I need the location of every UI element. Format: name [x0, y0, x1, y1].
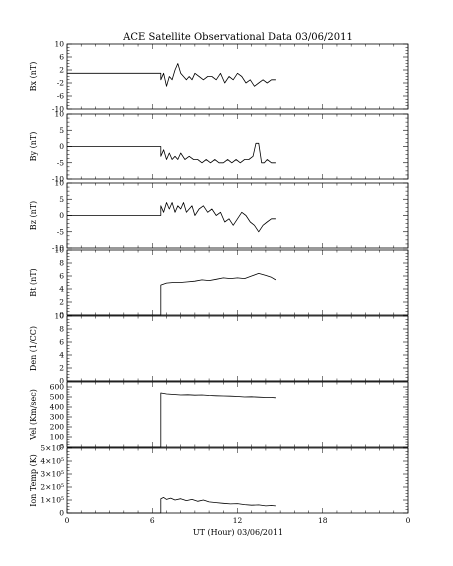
y-tick-label: -10 [52, 105, 64, 114]
y-tick-label: 8 [59, 259, 64, 268]
y-tick-label: 300 [50, 413, 65, 422]
y-tick-label: 3×10⁵ [40, 470, 64, 479]
series-line [67, 392, 276, 448]
series-line [67, 63, 276, 87]
y-tick-label: 10 [54, 246, 64, 255]
y-tick-label: 6 [59, 338, 64, 347]
y-tick-label: 5×10⁵ [40, 444, 64, 453]
panel-bt: 10 8 6 4 2 0 Bt (nT) [29, 246, 409, 320]
y-tick-label: -2 [57, 79, 65, 88]
y-tick-label: 2×10⁵ [40, 483, 64, 492]
figure-title: ACE Satellite Observational Data 03/06/2… [122, 32, 353, 43]
y-tick-label: 500 [50, 393, 65, 402]
y-axis-label: Bt (nT) [29, 268, 38, 296]
panel-by: 10 5 0 -5 -10 By (nT) [29, 110, 409, 184]
series-line [67, 202, 276, 233]
panels: 10 6 2 -2 -6 -10 Bx (nT) 10 5 0 -5 -10 By (nT) 10 5 0 -5… [29, 40, 411, 526]
y-tick-label: -6 [57, 92, 65, 101]
y-tick-label: -10 [52, 175, 64, 184]
y-tick-label: 4×10⁵ [40, 457, 64, 466]
y-tick-label: 2 [59, 298, 64, 307]
y-axis-label: Vel (Km/sec) [29, 389, 38, 441]
panel-frame [66, 315, 409, 382]
y-tick-label: 2 [59, 364, 64, 373]
y-tick-label: -5 [57, 227, 65, 236]
y-tick-label: 10 [54, 312, 64, 321]
y-tick-label: 4 [59, 285, 64, 294]
panel-bz: 10 5 0 -5 -10 Bz (nT) [29, 179, 409, 253]
y-tick-label: 10 [54, 179, 64, 188]
y-tick-label: 0 [59, 377, 64, 386]
y-tick-label: 5 [59, 195, 64, 204]
y-axis-label: By (nT) [29, 132, 38, 162]
y-axis-label: Ion Temp (K) [29, 454, 38, 507]
panel-frame [66, 249, 409, 316]
y-tick-label: 8 [59, 325, 64, 334]
y-tick-label: 200 [50, 423, 65, 432]
y-tick-label: 0 [59, 509, 64, 518]
panel-ion-temp: 5×10⁵ 4×10⁵ 3×10⁵ 2×10⁵ 1×10⁵ 0 Ion Temp (K) [29, 444, 409, 518]
panel-frame [66, 381, 409, 448]
panel-frame [66, 43, 409, 110]
y-tick-label: -5 [57, 158, 65, 167]
y-tick-label: 10 [54, 110, 64, 119]
y-tick-label: 100 [50, 433, 65, 442]
y-tick-label: 0 [59, 211, 64, 220]
y-tick-label: 0 [59, 443, 64, 452]
y-axis-label: Bx (nT) [29, 62, 38, 92]
x-tick-label: 12 [233, 516, 243, 525]
y-tick-label: -10 [52, 244, 64, 253]
y-tick-label: 0 [59, 311, 64, 320]
y-tick-label: 10 [54, 40, 64, 49]
y-tick-label: 5 [59, 126, 64, 135]
x-tick-label: 0 [65, 516, 70, 525]
y-tick-label: 1×10⁵ [40, 496, 64, 505]
series-line [67, 142, 276, 164]
y-axis-label: Den (1/CC) [29, 326, 38, 371]
y-tick-label: 400 [50, 403, 65, 412]
y-axis-label: Bz (nT) [29, 201, 38, 230]
series-line [67, 497, 276, 514]
panel-bx: 10 6 2 -2 -6 -10 Bx (nT) [29, 40, 409, 114]
x-tick-label: 0 [406, 516, 411, 525]
y-tick-label: 4 [59, 351, 64, 360]
x-tick-label: 18 [318, 516, 328, 525]
y-tick-label: 0 [59, 142, 64, 151]
y-tick-label: 6 [59, 272, 64, 281]
x-tick-label: 6 [150, 516, 155, 525]
series-line [67, 273, 277, 316]
y-tick-label: 6 [59, 53, 64, 62]
panel-density: 10 8 6 4 2 0 Den (1/CC) [29, 312, 409, 386]
y-tick-label: 2 [59, 66, 64, 75]
x-axis-label: UT (Hour) 03/06/2011 [193, 528, 283, 537]
y-tick-label: 600 [50, 383, 65, 392]
